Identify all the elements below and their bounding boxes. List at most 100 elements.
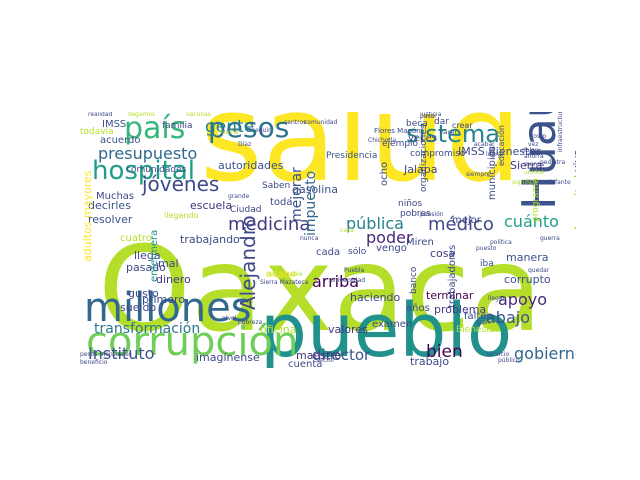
word-124: servicio xyxy=(486,351,510,358)
word-35: terminar xyxy=(426,289,474,302)
word-131: siempre xyxy=(466,171,491,178)
word-55: gusto xyxy=(128,287,159,300)
word-64: todavía xyxy=(80,127,114,137)
word-34: manera xyxy=(506,251,549,264)
word-46: decirles xyxy=(88,199,131,212)
word-129: pensión xyxy=(420,211,444,218)
word-12: gente xyxy=(205,117,255,137)
word-2: pueblo xyxy=(260,288,513,368)
word-91: banco xyxy=(409,266,419,294)
word-122: sector xyxy=(316,357,335,364)
word-132: lograr xyxy=(486,151,504,158)
word-140: casa xyxy=(340,227,354,234)
word-127: Puebla xyxy=(344,267,365,274)
word-43: gasolina xyxy=(292,183,339,196)
word-119: pesos mensuales xyxy=(80,351,132,358)
word-141: acabar xyxy=(474,141,495,148)
word-54: primero xyxy=(142,293,186,306)
word-73: acaba xyxy=(266,269,297,280)
word-65: acuerdo xyxy=(100,135,141,146)
word-82: ocho xyxy=(379,161,390,186)
word-70: Muchas xyxy=(96,191,135,202)
word-77: ejemplo xyxy=(382,139,419,149)
word-92: trabajadores xyxy=(447,244,458,308)
word-4: millones xyxy=(84,285,252,331)
word-68: Ciudad xyxy=(230,205,262,215)
word-96: examen xyxy=(372,319,413,330)
word-114: elefante xyxy=(546,179,571,186)
word-67: Saben xyxy=(262,181,291,191)
word-48: escuela xyxy=(190,199,233,212)
word-38: valores xyxy=(328,323,368,336)
word-45: comunidades xyxy=(126,165,187,175)
word-126: nunca xyxy=(300,235,319,242)
word-40: oficina xyxy=(260,323,297,336)
word-134: centros xyxy=(284,119,307,126)
word-47: resolver xyxy=(88,213,133,226)
word-137: menos xyxy=(524,161,545,168)
word-17: pública xyxy=(346,214,404,233)
word-25: impuesto xyxy=(303,170,319,236)
word-37: problema xyxy=(434,303,487,316)
word-125: gran xyxy=(476,319,490,326)
word-130: significa xyxy=(512,179,537,186)
word-103: grande xyxy=(228,193,250,200)
word-60: adultos mayores xyxy=(81,170,94,263)
word-7: pesos xyxy=(208,112,290,144)
word-95: falten xyxy=(464,311,493,322)
word-52: trabajo xyxy=(410,355,450,368)
word-136: ahorra xyxy=(524,153,544,160)
word-26: poder xyxy=(366,228,413,247)
word-75: vengo xyxy=(376,243,407,254)
word-50: sueldo xyxy=(120,301,157,314)
word-108: vacunas xyxy=(186,112,211,118)
word-3: corrupción xyxy=(86,319,299,365)
word-138: guerra xyxy=(540,235,560,242)
word-19: transformación xyxy=(94,321,201,337)
word-42: dinero xyxy=(156,273,191,286)
word-1: salud xyxy=(200,112,522,209)
word-87: mejor xyxy=(452,215,481,226)
word-36: corrupto xyxy=(504,273,551,286)
word-16: médico xyxy=(428,214,494,235)
word-79: dar xyxy=(434,117,449,127)
word-24: cuánto xyxy=(504,212,559,231)
word-27: arriba xyxy=(312,272,360,291)
word-62: IMSS xyxy=(102,119,127,130)
word-cloud: Oaxaca salud pueblo corrupción millones Huaut… xyxy=(80,112,576,368)
word-107: realidad xyxy=(88,112,113,118)
word-120: nivel xyxy=(222,315,237,322)
word-113: unidos xyxy=(524,169,544,176)
word-117: quedar xyxy=(528,267,550,274)
word-11: jóvenes xyxy=(142,172,220,196)
word-23: apoyo xyxy=(498,290,548,309)
word-109: pasar xyxy=(420,113,437,120)
word-116: puesto xyxy=(476,245,497,252)
word-83: niños xyxy=(398,199,423,209)
word-58: llega xyxy=(134,249,161,262)
word-22: bien xyxy=(426,342,463,362)
word-39: haciendo xyxy=(350,291,401,304)
word-80: compromiso xyxy=(410,149,466,159)
word-13: medicina xyxy=(228,214,311,235)
word-143: dolor xyxy=(522,147,538,154)
word-105: seguir xyxy=(252,127,271,134)
word-32: viva xyxy=(571,149,576,172)
word-78: veces xyxy=(408,133,437,144)
word-133: infraestructura xyxy=(557,112,564,152)
word-115: política xyxy=(490,239,512,246)
word-99: Flores Magón xyxy=(374,127,421,135)
word-84: pobres xyxy=(400,209,431,219)
word-8: sistema xyxy=(406,120,500,148)
word-121: pobreza xyxy=(238,319,263,326)
word-76: Jalapa xyxy=(404,163,438,176)
word-41: imagínense xyxy=(196,351,260,364)
word-15: gobierno xyxy=(514,344,576,363)
word-30: IMSS Bienestar xyxy=(458,145,541,158)
word-69: toda xyxy=(270,197,293,208)
word-61: enfermera xyxy=(149,229,160,282)
word-101: responsable xyxy=(266,271,303,278)
word-118: beneficio xyxy=(80,359,108,366)
word-53: cuenta xyxy=(288,359,323,369)
word-33: cosa xyxy=(430,247,456,260)
